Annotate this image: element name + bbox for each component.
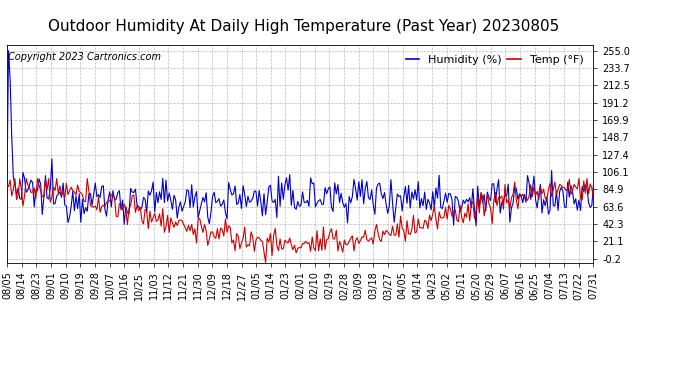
Text: Copyright 2023 Cartronics.com: Copyright 2023 Cartronics.com bbox=[8, 51, 161, 62]
Legend: Humidity (%), Temp (°F): Humidity (%), Temp (°F) bbox=[402, 51, 588, 69]
Text: Outdoor Humidity At Daily High Temperature (Past Year) 20230805: Outdoor Humidity At Daily High Temperatu… bbox=[48, 19, 559, 34]
